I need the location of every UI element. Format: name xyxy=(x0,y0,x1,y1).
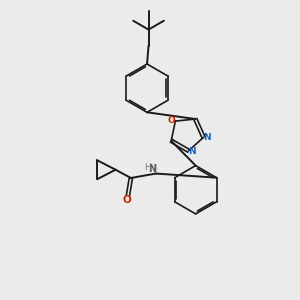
Text: H: H xyxy=(144,163,150,172)
Text: O: O xyxy=(123,195,132,205)
Text: O: O xyxy=(168,116,176,125)
Text: N: N xyxy=(148,164,156,174)
Text: N: N xyxy=(188,147,196,156)
Text: N: N xyxy=(203,133,211,142)
